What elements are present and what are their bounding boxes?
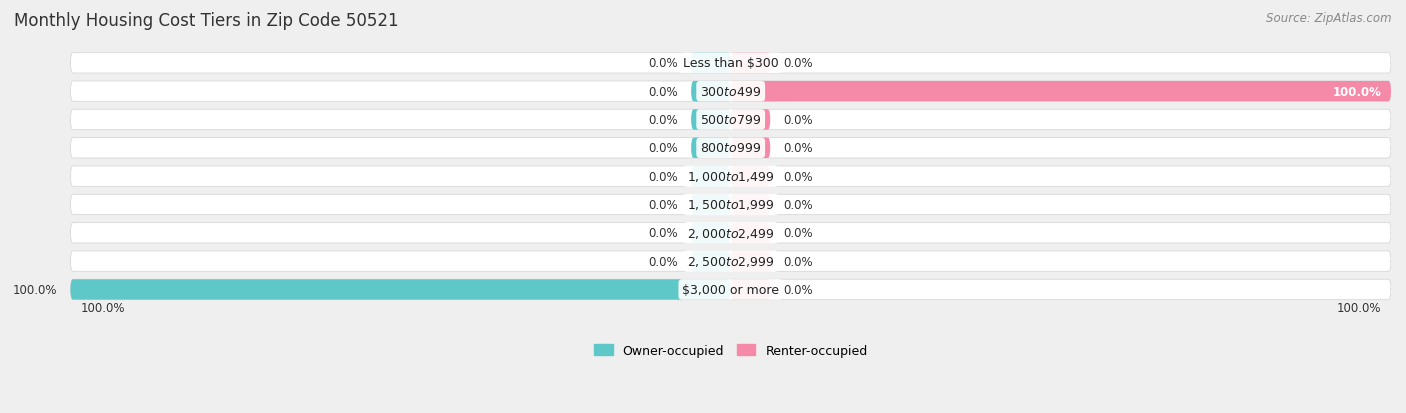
Text: 0.0%: 0.0% [648,255,678,268]
Text: 0.0%: 0.0% [783,57,813,70]
Text: 0.0%: 0.0% [783,227,813,240]
Text: 0.0%: 0.0% [783,142,813,155]
FancyBboxPatch shape [70,223,1391,243]
Text: $3,000 or more: $3,000 or more [682,283,779,296]
FancyBboxPatch shape [731,110,770,131]
FancyBboxPatch shape [731,223,770,243]
FancyBboxPatch shape [692,223,731,243]
Text: $1,500 to $1,999: $1,500 to $1,999 [688,198,775,212]
Text: 100.0%: 100.0% [80,301,125,315]
FancyBboxPatch shape [70,252,1391,272]
Text: 100.0%: 100.0% [13,283,58,296]
Text: $300 to $499: $300 to $499 [700,85,762,98]
Text: $500 to $799: $500 to $799 [700,114,762,127]
FancyBboxPatch shape [70,110,1391,131]
Text: Less than $300: Less than $300 [683,57,779,70]
Text: 0.0%: 0.0% [783,283,813,296]
Text: 0.0%: 0.0% [783,199,813,211]
FancyBboxPatch shape [70,280,1391,300]
Text: 0.0%: 0.0% [648,170,678,183]
Text: 0.0%: 0.0% [648,142,678,155]
FancyBboxPatch shape [692,82,731,102]
FancyBboxPatch shape [70,82,1391,102]
FancyBboxPatch shape [731,252,770,272]
Legend: Owner-occupied, Renter-occupied: Owner-occupied, Renter-occupied [589,339,873,362]
FancyBboxPatch shape [70,195,1391,215]
Text: 0.0%: 0.0% [648,85,678,98]
Text: Source: ZipAtlas.com: Source: ZipAtlas.com [1267,12,1392,25]
FancyBboxPatch shape [731,166,770,187]
FancyBboxPatch shape [692,252,731,272]
Text: 0.0%: 0.0% [648,227,678,240]
Text: 0.0%: 0.0% [783,255,813,268]
FancyBboxPatch shape [70,280,731,300]
FancyBboxPatch shape [70,166,1391,187]
Text: 0.0%: 0.0% [648,57,678,70]
FancyBboxPatch shape [731,53,770,74]
FancyBboxPatch shape [692,110,731,131]
Text: 0.0%: 0.0% [648,199,678,211]
Text: $2,000 to $2,499: $2,000 to $2,499 [688,226,775,240]
Text: 100.0%: 100.0% [1337,301,1381,315]
FancyBboxPatch shape [692,138,731,159]
FancyBboxPatch shape [692,166,731,187]
Text: 0.0%: 0.0% [648,114,678,127]
Text: $2,500 to $2,999: $2,500 to $2,999 [688,254,775,268]
Text: Monthly Housing Cost Tiers in Zip Code 50521: Monthly Housing Cost Tiers in Zip Code 5… [14,12,399,30]
FancyBboxPatch shape [731,82,1391,102]
Text: 0.0%: 0.0% [783,114,813,127]
FancyBboxPatch shape [692,195,731,215]
Text: 0.0%: 0.0% [783,170,813,183]
FancyBboxPatch shape [70,53,1391,74]
FancyBboxPatch shape [731,138,770,159]
FancyBboxPatch shape [692,53,731,74]
FancyBboxPatch shape [731,195,770,215]
FancyBboxPatch shape [731,280,770,300]
Text: 100.0%: 100.0% [1333,85,1381,98]
Text: $1,000 to $1,499: $1,000 to $1,499 [688,170,775,184]
FancyBboxPatch shape [70,138,1391,159]
Text: $800 to $999: $800 to $999 [700,142,762,155]
